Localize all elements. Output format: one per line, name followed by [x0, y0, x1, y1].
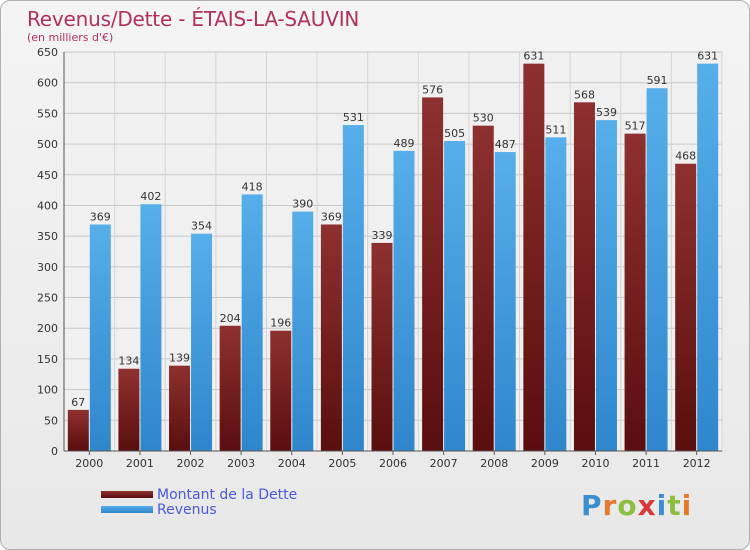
logo-letter: i	[656, 489, 668, 522]
data-label-dette: 530	[473, 112, 494, 125]
x-tick-label: 2003	[227, 457, 255, 470]
data-label-dette: 204	[220, 312, 241, 325]
chart-legend: Montant de la Dette Revenus	[101, 486, 298, 518]
y-tick-label: 400	[37, 199, 58, 212]
bar-dette	[169, 365, 191, 451]
bar-revenus	[646, 88, 668, 452]
data-label-revenus: 511	[545, 123, 566, 136]
data-label-dette: 576	[422, 83, 443, 96]
data-label-dette: 139	[169, 352, 190, 365]
data-label-revenus: 539	[596, 106, 617, 119]
y-tick-label: 0	[51, 445, 58, 458]
x-tick-label: 2005	[328, 457, 356, 470]
x-tick-label: 2009	[531, 457, 559, 470]
logo-letter: i	[681, 489, 693, 522]
logo-letter: P	[581, 489, 603, 522]
bar-revenus	[191, 233, 213, 451]
data-label-revenus: 418	[242, 180, 263, 193]
data-label-dette: 196	[270, 317, 291, 330]
bar-dette	[472, 125, 494, 452]
bar-dette	[219, 325, 241, 451]
bar-revenus	[140, 204, 162, 451]
x-tick-label: 2012	[683, 457, 711, 470]
data-label-dette: 134	[118, 355, 139, 368]
bar-revenus	[393, 150, 415, 451]
legend-item-revenus: Revenus	[101, 501, 297, 518]
bar-revenus	[697, 63, 719, 451]
data-label-dette: 339	[372, 229, 393, 242]
y-tick-label: 50	[44, 414, 58, 427]
data-label-revenus: 631	[697, 50, 718, 63]
data-label-revenus: 489	[394, 137, 415, 150]
legend-item-dette: Montant de la Dette	[101, 486, 298, 503]
plot-area	[64, 52, 722, 451]
data-label-dette: 468	[675, 150, 696, 163]
data-label-dette: 568	[574, 88, 595, 101]
y-tick-label: 200	[37, 322, 58, 335]
data-label-revenus: 354	[191, 220, 212, 233]
y-tick-label: 600	[37, 77, 58, 90]
x-tick-label: 2007	[430, 457, 458, 470]
x-tick-label: 2002	[177, 457, 205, 470]
proxiti-logo: Proxiti	[581, 489, 692, 522]
chart-title: Revenus/Dette - ÉTAIS-LA-SAUVIN	[27, 7, 360, 31]
data-label-revenus: 390	[292, 198, 313, 211]
y-tick-label: 100	[37, 384, 58, 397]
data-label-dette: 369	[321, 210, 342, 223]
bar-revenus	[342, 125, 364, 451]
y-tick-label: 550	[37, 107, 58, 120]
bar-revenus	[292, 211, 314, 451]
x-tick-label: 2008	[480, 457, 508, 470]
bar-dette	[118, 368, 140, 451]
x-tick-label: 2010	[581, 457, 609, 470]
data-label-revenus: 369	[90, 210, 111, 223]
data-label-revenus: 505	[444, 127, 465, 140]
bar-dette	[67, 409, 89, 451]
bar-dette	[573, 102, 595, 451]
logo-letter: x	[637, 489, 657, 522]
legend-swatch-revenus	[101, 506, 153, 513]
bar-dette	[371, 242, 393, 451]
data-label-dette: 517	[625, 120, 646, 133]
legend-swatch-dette	[101, 491, 153, 498]
y-tick-label: 300	[37, 261, 58, 274]
bar-revenus	[241, 194, 263, 452]
x-tick-label: 2000	[75, 457, 103, 470]
logo-letter: o	[617, 489, 638, 522]
bar-revenus	[595, 120, 617, 451]
bar-revenus	[89, 224, 111, 451]
chart-subtitle: (en milliers d'€)	[27, 31, 114, 44]
y-tick-label: 150	[37, 353, 58, 366]
bar-dette	[270, 330, 292, 451]
data-label-dette: 67	[71, 396, 85, 409]
y-tick-label: 500	[37, 138, 58, 151]
y-tick-label: 250	[37, 292, 58, 305]
logo-letter: t	[667, 489, 682, 522]
bar-revenus	[444, 141, 466, 451]
data-label-revenus: 487	[495, 138, 516, 151]
data-label-revenus: 531	[343, 111, 364, 124]
bar-revenus	[494, 152, 516, 451]
bar-revenus	[545, 137, 567, 451]
x-tick-label: 2004	[278, 457, 306, 470]
bar-dette	[624, 133, 646, 451]
data-label-revenus: 402	[140, 190, 161, 203]
bar-dette	[675, 163, 697, 451]
bar-dette	[422, 97, 444, 451]
x-tick-label: 2006	[379, 457, 407, 470]
data-label-revenus: 591	[647, 74, 668, 87]
bar-dette	[320, 224, 342, 451]
y-tick-label: 350	[37, 230, 58, 243]
y-tick-label: 450	[37, 169, 58, 182]
legend-label-dette: Montant de la Dette	[157, 486, 298, 503]
logo-letter: r	[602, 489, 618, 522]
y-tick-label: 650	[37, 46, 58, 59]
x-tick-label: 2001	[126, 457, 154, 470]
x-tick-label: 2011	[632, 457, 660, 470]
data-label-dette: 631	[523, 50, 544, 63]
bar-dette	[523, 63, 545, 451]
legend-label-revenus: Revenus	[157, 501, 217, 518]
